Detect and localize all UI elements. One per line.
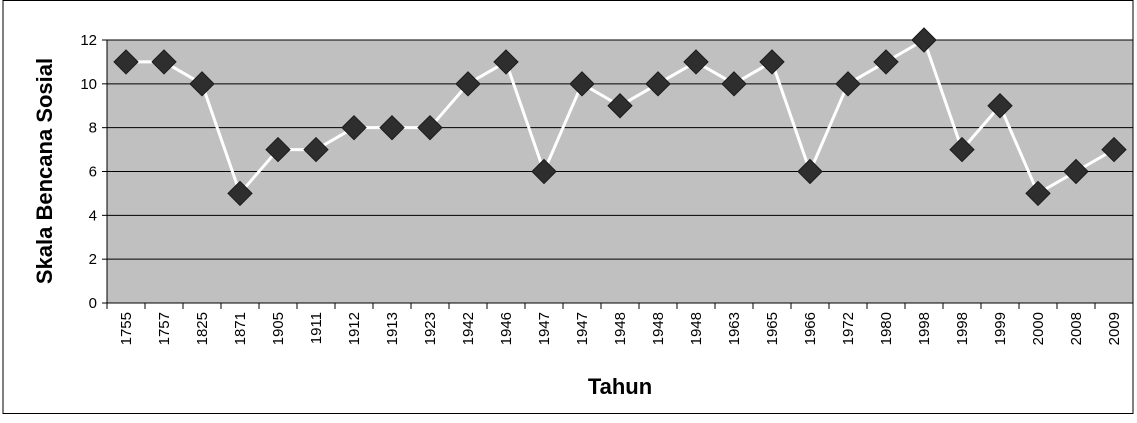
- x-tick-label: 1946: [498, 312, 515, 345]
- data-point: [873, 49, 899, 75]
- x-tick-label: 1905: [270, 312, 287, 345]
- y-axis-title: Skala Bencana Sosial: [32, 58, 57, 284]
- data-point: [645, 71, 671, 97]
- x-tick-label: 1965: [764, 312, 781, 345]
- x-tick-label: 1963: [726, 312, 743, 345]
- x-tick-label: 2008: [1068, 312, 1085, 345]
- data-point: [493, 49, 519, 75]
- data-point: [341, 114, 367, 141]
- x-axis-title: Tahun: [588, 374, 652, 399]
- data-point: [227, 180, 253, 207]
- y-tick-label: 8: [89, 120, 97, 137]
- x-tick-label: 2000: [1030, 312, 1047, 345]
- x-tick-label: 1912: [346, 312, 363, 345]
- x-tick-label: 1948: [612, 312, 629, 345]
- data-point: [417, 114, 443, 141]
- x-axis: 1755 1757 1825 1871 1905 1911 1912 1913 1923 1942…: [106, 302, 1134, 345]
- y-axis: 0 2 4 6 8 10 12: [80, 32, 108, 312]
- y-tick-label: 10: [80, 76, 97, 93]
- x-tick-label: 1966: [802, 312, 819, 345]
- data-point: [797, 158, 823, 185]
- data-point: [759, 49, 785, 75]
- x-tick-label: 1825: [194, 312, 211, 345]
- data-point: [569, 71, 595, 97]
- data-point: [1063, 158, 1089, 185]
- x-tick-label: 1911: [308, 312, 325, 344]
- x-tick-label: 1972: [840, 312, 857, 345]
- data-point: [683, 49, 709, 75]
- data-point: [189, 71, 215, 97]
- x-tick-label: 1947: [536, 312, 553, 345]
- x-tick-label: 1948: [688, 312, 705, 345]
- x-tick-label: 1947: [574, 312, 591, 345]
- x-tick-label: 1999: [992, 312, 1009, 345]
- data-point: [303, 136, 329, 163]
- x-tick-label: 1923: [422, 312, 439, 345]
- data-point: [151, 49, 177, 75]
- x-tick-label: 1913: [384, 312, 401, 345]
- y-tick-label: 0: [89, 295, 97, 312]
- series: [113, 27, 1127, 207]
- data-point: [911, 27, 937, 53]
- x-tick-label: 1871: [232, 312, 249, 345]
- data-point: [531, 158, 557, 185]
- data-point: [949, 136, 975, 163]
- x-tick-label: 1998: [916, 312, 933, 345]
- gridlines: [107, 39, 1133, 260]
- data-point: [379, 114, 405, 141]
- y-tick-label: 4: [89, 207, 97, 224]
- data-point: [113, 49, 139, 75]
- x-tick-label: 1948: [650, 312, 667, 345]
- data-point: [835, 71, 861, 97]
- x-tick-label: 1998: [954, 312, 971, 345]
- data-point: [721, 71, 747, 97]
- data-point: [265, 136, 291, 163]
- data-point: [1101, 136, 1127, 163]
- x-tick-label: 1757: [156, 312, 173, 345]
- y-tick-label: 6: [89, 164, 97, 181]
- x-tick-label: 1980: [878, 312, 895, 345]
- x-tick-label: 2009: [1106, 312, 1123, 345]
- data-point: [987, 93, 1013, 119]
- data-point: [455, 71, 481, 97]
- y-tick-label: 12: [80, 32, 97, 49]
- x-tick-label: 1942: [460, 312, 477, 345]
- y-tick-label: 2: [89, 251, 97, 268]
- data-point: [1025, 180, 1051, 207]
- x-tick-label: 1755: [118, 312, 135, 345]
- data-point: [607, 93, 633, 119]
